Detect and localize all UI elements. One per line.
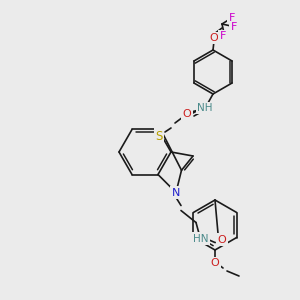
Text: F: F [220,31,226,41]
Text: S: S [155,130,163,142]
Text: F: F [231,22,237,32]
Text: N: N [172,188,180,197]
Text: NH: NH [197,103,213,113]
Text: F: F [229,13,235,23]
Text: O: O [218,235,226,244]
Text: O: O [210,33,218,43]
Text: O: O [183,109,191,119]
Text: O: O [211,258,219,268]
Text: HN: HN [193,233,209,244]
